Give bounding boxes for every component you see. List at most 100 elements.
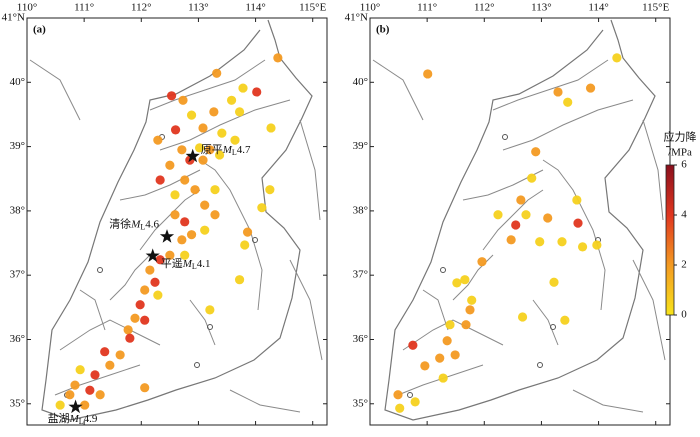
event-point xyxy=(477,257,487,267)
y-tick-label: 38° xyxy=(10,204,25,216)
x-tick-label: 110° xyxy=(360,2,381,14)
y-tick-label: 41°N xyxy=(345,12,368,24)
magnitude-value: 4.7 xyxy=(237,144,251,156)
event-point xyxy=(194,143,205,153)
colorbar-tick-label: 2 xyxy=(681,259,687,271)
event-point xyxy=(234,275,245,285)
event-point xyxy=(190,185,200,195)
shock-label: 盐湖ML4.9 xyxy=(48,412,98,426)
event-point xyxy=(467,295,477,305)
event-point xyxy=(177,145,187,155)
shock-name: 原平 xyxy=(201,144,223,156)
event-point xyxy=(517,312,528,322)
event-point xyxy=(180,250,190,260)
event-point xyxy=(90,370,100,380)
magnitude-value: 4.1 xyxy=(197,257,211,269)
event-point xyxy=(214,150,225,160)
colorbar-tick-label: 4 xyxy=(681,209,687,221)
map-features-b xyxy=(372,19,666,421)
event-point xyxy=(549,277,559,287)
event-point xyxy=(153,135,163,145)
event-point xyxy=(177,235,187,245)
event-point xyxy=(153,290,163,300)
event-point xyxy=(450,350,460,360)
shock-label: 原平ML4.7 xyxy=(201,144,251,157)
event-point xyxy=(506,235,516,245)
event-point xyxy=(212,68,222,78)
event-point xyxy=(80,400,90,410)
event-point xyxy=(145,265,155,275)
event-point xyxy=(516,195,526,205)
event-point xyxy=(230,135,240,145)
event-point xyxy=(140,383,150,393)
event-point xyxy=(140,285,150,295)
x-tick-label: 114° xyxy=(245,2,266,14)
event-point xyxy=(612,53,622,63)
event-point xyxy=(543,213,553,223)
event-point xyxy=(553,87,563,97)
x-tick-label: 113° xyxy=(531,2,552,14)
event-point xyxy=(557,237,567,247)
magnitude-subscript: L xyxy=(79,417,84,426)
event-point xyxy=(186,110,197,120)
y-tick-label: 40° xyxy=(353,76,368,88)
y-tick-label: 41°N xyxy=(2,12,25,24)
y-tick-label: 38° xyxy=(353,204,368,216)
magnitude-subscript: L xyxy=(192,262,197,271)
x-tick-label: 110° xyxy=(17,2,38,14)
event-point xyxy=(435,353,445,363)
event-point xyxy=(209,107,219,117)
event-point xyxy=(205,145,215,155)
event-point xyxy=(465,305,475,315)
colorbar-tick-label: 6 xyxy=(681,159,687,171)
event-point xyxy=(85,385,95,395)
event-point xyxy=(180,175,190,185)
y-tick-label: 35° xyxy=(353,397,368,409)
event-point xyxy=(115,350,125,360)
map-frame xyxy=(369,17,671,426)
panel-label: (b) xyxy=(376,24,390,36)
event-point xyxy=(217,128,227,138)
event-point xyxy=(210,185,220,195)
y-tick-label: 39° xyxy=(353,140,368,152)
event-point xyxy=(460,275,470,285)
event-point xyxy=(125,333,135,343)
shock-name: 清徐 xyxy=(109,216,131,230)
event-point xyxy=(521,210,531,220)
event-point xyxy=(130,313,140,323)
event-point xyxy=(200,200,210,210)
event-point xyxy=(242,227,253,237)
event-point xyxy=(226,95,237,105)
event-point xyxy=(423,69,433,79)
event-point xyxy=(155,175,165,185)
event-point xyxy=(560,315,570,325)
event-point xyxy=(257,203,267,213)
event-point xyxy=(511,220,521,230)
event-point xyxy=(150,277,160,287)
event-point xyxy=(265,185,275,195)
event-point xyxy=(155,255,165,265)
event-point xyxy=(408,340,418,350)
x-tick-label: 112° xyxy=(131,2,152,14)
event-point xyxy=(273,53,283,63)
event-point xyxy=(531,147,541,157)
x-tick-label: 111° xyxy=(74,2,94,14)
x-tick-label: 114° xyxy=(588,2,609,14)
y-tick-label: 37° xyxy=(353,269,368,281)
event-point xyxy=(166,91,177,101)
colorbar xyxy=(665,164,675,316)
event-point xyxy=(198,123,208,133)
y-tick-label: 40° xyxy=(10,76,25,88)
event-point xyxy=(240,240,250,250)
event-point xyxy=(438,373,448,383)
event-point xyxy=(105,360,115,370)
main-shock-star xyxy=(68,399,83,414)
colorbar-tick-label: 0 xyxy=(681,309,687,321)
event-point xyxy=(170,125,181,135)
colorbar-title: 应力降 xyxy=(664,130,697,144)
event-point xyxy=(123,325,133,335)
event-point xyxy=(55,400,65,410)
event-point xyxy=(573,218,583,228)
event-point xyxy=(393,390,403,400)
event-point xyxy=(535,237,545,247)
